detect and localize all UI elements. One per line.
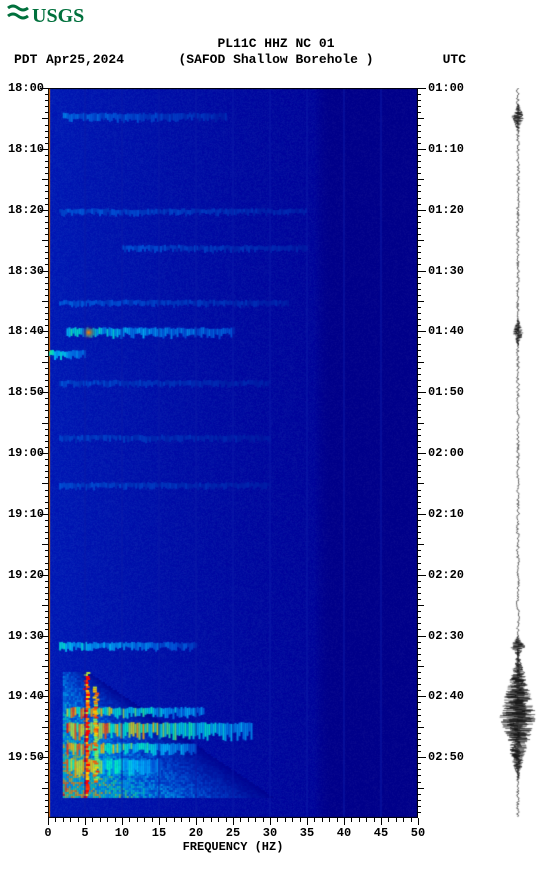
y-left-tick-label: 19:20 xyxy=(0,568,44,582)
waveform-canvas xyxy=(498,88,538,818)
x-tick-label: 40 xyxy=(337,826,351,840)
x-tick-label: 15 xyxy=(152,826,166,840)
y-right-tick-label: 02:00 xyxy=(428,446,472,460)
y-left-tick-label: 18:30 xyxy=(0,264,44,278)
waveform-trace xyxy=(498,88,538,818)
y-right-tick-label: 02:10 xyxy=(428,507,472,521)
logo-text: USGS xyxy=(32,5,84,27)
y-right-tick-label: 01:30 xyxy=(428,264,472,278)
x-tick-label: 10 xyxy=(115,826,129,840)
y-right-tick-label: 01:50 xyxy=(428,385,472,399)
y-right-tick-label: 01:10 xyxy=(428,142,472,156)
y-left-tick-label: 19:50 xyxy=(0,750,44,764)
y-left-tick-label: 18:00 xyxy=(0,81,44,95)
y-right-tick-label: 02:30 xyxy=(428,629,472,643)
y-right-tick-label: 01:20 xyxy=(428,203,472,217)
y-left-tick-label: 19:30 xyxy=(0,629,44,643)
y-left-tick-label: 18:50 xyxy=(0,385,44,399)
x-tick-label: 35 xyxy=(300,826,314,840)
y-left-tick-label: 18:20 xyxy=(0,203,44,217)
y-right-tick-label: 02:40 xyxy=(428,689,472,703)
y-left-tick-label: 19:40 xyxy=(0,689,44,703)
y-left-tick-label: 18:40 xyxy=(0,324,44,338)
x-tick-label: 0 xyxy=(44,826,51,840)
x-tick-label: 20 xyxy=(189,826,203,840)
x-tick-label: 30 xyxy=(263,826,277,840)
y-right-tick-label: 02:50 xyxy=(428,750,472,764)
y-right-tick-label: 02:20 xyxy=(428,568,472,582)
y-left-tick-label: 19:10 xyxy=(0,507,44,521)
y-right-tick-label: 01:00 xyxy=(428,81,472,95)
x-tick-label: 50 xyxy=(411,826,425,840)
x-axis-title: FREQUENCY (HZ) xyxy=(183,840,284,854)
y-right-tick-label: 01:40 xyxy=(428,324,472,338)
y-left-tick-label: 19:00 xyxy=(0,446,44,460)
chart-subtitle: (SAFOD Shallow Borehole ) xyxy=(0,52,552,67)
spectrogram-plot xyxy=(48,88,418,818)
x-tick-label: 25 xyxy=(226,826,240,840)
spectrogram-canvas xyxy=(48,88,418,818)
usgs-logo: USGS xyxy=(6,2,96,28)
chart-title: PL11C HHZ NC 01 xyxy=(0,36,552,51)
y-left-tick-label: 18:10 xyxy=(0,142,44,156)
tz-right-label: UTC xyxy=(443,52,466,67)
page: { "logo_text": "USGS", "logo_color": "#0… xyxy=(0,0,552,892)
x-tick-label: 45 xyxy=(374,826,388,840)
x-tick-label: 5 xyxy=(81,826,88,840)
